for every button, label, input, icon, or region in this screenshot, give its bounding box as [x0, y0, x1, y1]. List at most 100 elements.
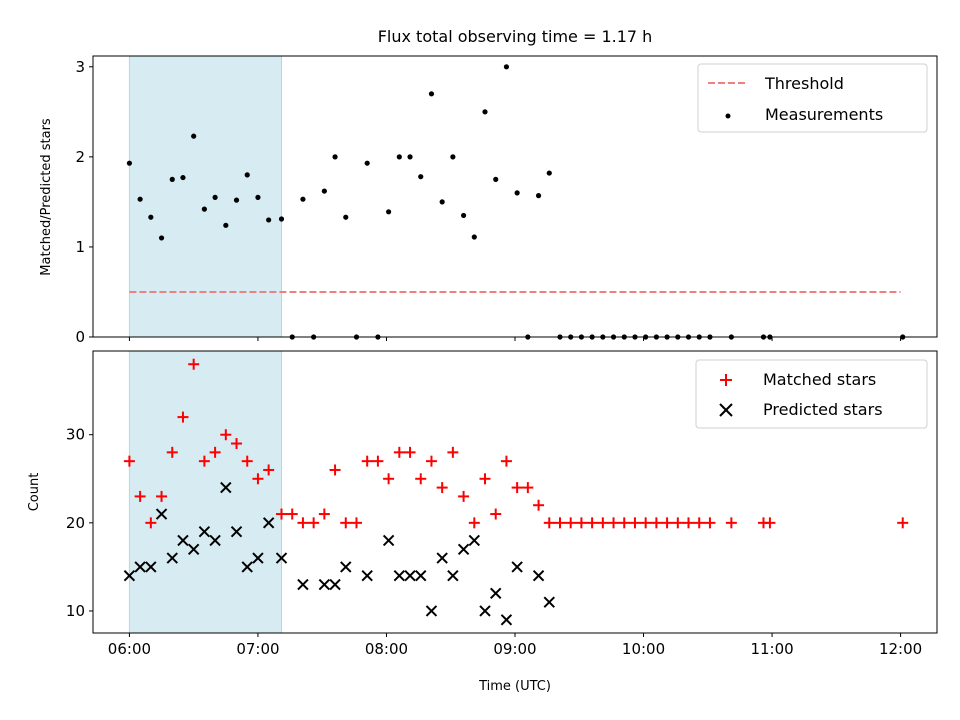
- top-panel: Flux total observing time = 1.17 h 0123 …: [39, 27, 938, 346]
- measurement-point: [244, 172, 250, 178]
- matched-stars-point: [608, 517, 620, 529]
- measurement-point: [482, 109, 488, 115]
- matched-stars-point: [533, 499, 545, 511]
- predicted-legend-label: Predicted stars: [763, 400, 883, 419]
- measurement-point: [126, 160, 133, 166]
- measurements-legend-label: Measurements: [765, 105, 883, 124]
- predicted-stars-point: [500, 614, 513, 626]
- measurement-point: [514, 190, 520, 196]
- top-ytick-label: 1: [75, 238, 85, 256]
- measurement-point: [332, 154, 338, 160]
- predicted-stars-point: [230, 525, 243, 538]
- measurement-point: [450, 154, 456, 160]
- bottom-xtick-label: 12:00: [879, 640, 922, 658]
- matched-stars-point: [704, 517, 716, 529]
- measurement-point: [201, 206, 207, 212]
- predicted-stars-point: [155, 508, 168, 520]
- predicted-stars-point: [134, 561, 146, 573]
- bottom-xtick-label: 08:00: [365, 640, 408, 658]
- matched-stars-point: [629, 517, 641, 529]
- measurement-point: [169, 176, 175, 182]
- matched-stars-point: [586, 517, 598, 529]
- bottom-xlabel: Time (UTC): [478, 679, 551, 694]
- predicted-stars-point: [532, 570, 545, 582]
- bottom-xtick-label: 09:00: [493, 640, 536, 658]
- predicted-stars-point: [479, 605, 491, 617]
- bottom-xtick-label: 10:00: [622, 640, 665, 658]
- top-axes-frame: [92, 55, 938, 338]
- matched-stars-point: [672, 517, 684, 529]
- matched-stars-point: [500, 455, 512, 467]
- matched-stars-point: [479, 473, 491, 485]
- matched-stars-point: [458, 490, 470, 502]
- matched-stars-point: [511, 482, 523, 494]
- predicted-stars-point: [262, 517, 275, 529]
- matched-stars-point: [764, 517, 776, 529]
- matched-legend-label: Matched stars: [763, 370, 876, 389]
- matched-stars-point: [308, 517, 320, 529]
- predicted-stars-point: [166, 552, 178, 564]
- measurement-point: [439, 199, 445, 205]
- measurement-point: [278, 216, 285, 222]
- top-ytick-label: 0: [75, 328, 85, 346]
- matched-stars-point: [286, 508, 298, 520]
- matched-stars-point: [693, 517, 705, 529]
- measurement-point: [212, 194, 218, 201]
- matched-stars-point: [393, 446, 405, 458]
- predicted-stars-point: [447, 570, 459, 582]
- matched-stars-point: [209, 446, 221, 458]
- matched-stars-point: [220, 429, 232, 441]
- predicted-stars-point: [252, 552, 264, 564]
- measurement-point: [191, 133, 197, 139]
- matched-stars-point: [231, 438, 243, 450]
- bottom-xtick-label: 11:00: [750, 640, 793, 658]
- predicted-stars-point: [297, 578, 309, 591]
- matched-stars-point: [177, 411, 189, 423]
- matched-stars-point: [415, 473, 427, 485]
- predicted-stars-point: [404, 570, 416, 582]
- predicted-stars-point: [220, 481, 232, 494]
- predicted-legend-marker: [719, 403, 733, 417]
- matched-stars-point: [361, 455, 373, 467]
- measurement-point: [386, 209, 392, 215]
- bottom-legend-box: [695, 359, 928, 429]
- measurement-point: [266, 217, 272, 223]
- matched-stars-point: [554, 517, 566, 529]
- matched-stars-point: [340, 517, 352, 529]
- matched-stars-point: [188, 358, 200, 370]
- matched-stars-point: [436, 482, 448, 494]
- top-ylabel: Matched/Predicted stars: [39, 118, 54, 276]
- matched-stars-point: [618, 517, 630, 529]
- matched-stars-point: [297, 517, 309, 529]
- predicted-stars-point: [490, 587, 502, 600]
- matched-stars-point: [522, 482, 534, 494]
- matched-stars-point: [725, 517, 737, 529]
- top-legend: Threshold Measurements: [697, 63, 928, 133]
- top-legend-box: [697, 63, 928, 133]
- predicted-stars-point: [209, 534, 221, 547]
- matched-stars-point: [166, 446, 178, 458]
- predicted-stars-point: [241, 561, 253, 573]
- matched-stars-point: [383, 473, 395, 485]
- matched-stars-point: [447, 446, 459, 458]
- top-panel-title: Flux total observing time = 1.17 h: [378, 27, 653, 46]
- predicted-stars-point: [361, 570, 373, 582]
- predicted-stars-point: [145, 561, 157, 573]
- matched-stars-point: [145, 517, 157, 529]
- predicted-stars-point: [329, 578, 341, 591]
- measurement-point: [321, 188, 327, 194]
- measurement-point: [418, 174, 424, 180]
- predicted-stars-point: [275, 552, 288, 564]
- predicted-stars-point: [318, 578, 331, 591]
- measurements-legend-marker: [725, 113, 731, 119]
- top-ytick-label: 2: [75, 148, 85, 166]
- bottom-panel: 10 20 30 06:00 07:00 08:00 09:00 10:00 11:00 12:0…: [27, 350, 938, 694]
- threshold-legend-label: Threshold: [764, 74, 844, 93]
- matched-stars-point: [372, 455, 384, 467]
- predicted-stars-point: [382, 534, 395, 547]
- measurement-point: [300, 196, 306, 202]
- predicted-stars-point: [425, 605, 438, 617]
- bottom-axes-frame: [92, 350, 938, 634]
- matched-stars-point: [318, 508, 330, 520]
- bottom-ylabel: Count: [27, 473, 42, 512]
